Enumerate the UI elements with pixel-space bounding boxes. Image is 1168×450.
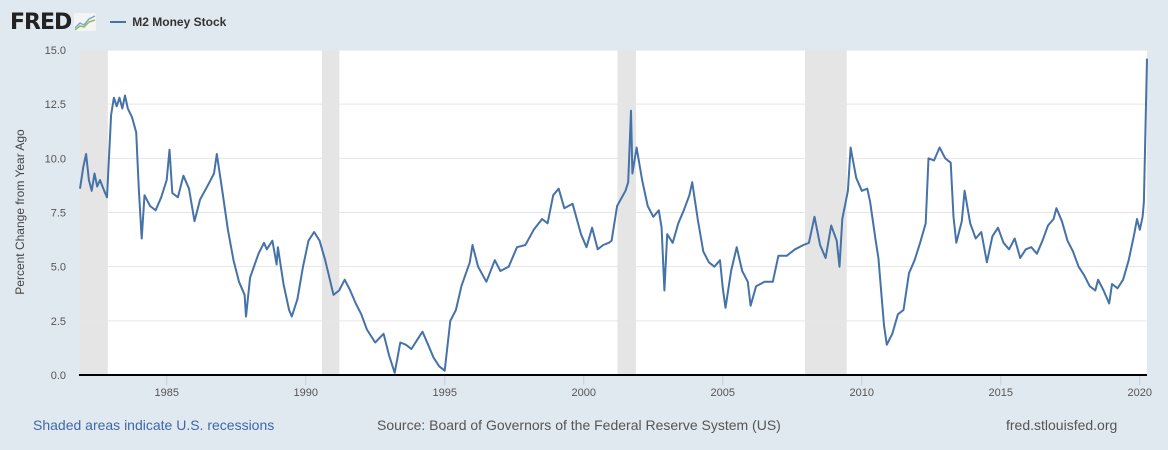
series-line [79,58,1148,374]
site-link[interactable]: fred.stlouisfed.org [1006,417,1118,433]
legend: M2 Money Stock [110,15,226,29]
y-tick-label: 12.5 [45,99,66,111]
fred-logo[interactable]: FRED [10,9,72,35]
y-tick-label: 5.0 [51,262,66,274]
y-axis-title: Percent Change from Year Ago [13,129,27,295]
legend-label: M2 Money Stock [132,15,227,29]
line-chart-icon [74,13,97,31]
x-tick-label: 1990 [294,387,318,399]
y-tick-label: 2.5 [51,316,66,328]
y-tick-label: 7.5 [51,208,66,220]
chart: Percent Change from Year Ago 0.0 2.5 5.0 7.… [13,45,1152,399]
y-tick-label: 0.0 [51,370,66,382]
x-tick-label: 2010 [850,387,874,399]
x-tick-label: 2020 [1128,387,1152,399]
x-tick-label: 2005 [711,387,735,399]
source-text: Source: Board of Governors of the Federa… [377,417,781,433]
x-tick-label: 2015 [989,387,1013,399]
x-tick-label: 1995 [433,387,457,399]
chart-svg: 0.0 2.5 5.0 7.5 10.0 12.5 15.0 1985 1990 1995 2000… [45,45,1152,399]
chart-header: FRED M2 Money Stock [10,8,226,36]
y-tick-label: 10.0 [45,153,66,165]
x-tick-label: 2000 [572,387,596,399]
recession-note-link[interactable]: Shaded areas indicate U.S. recessions [33,417,275,433]
x-tick-label: 1985 [154,387,178,399]
legend-swatch [110,21,127,23]
y-tick-label: 15.0 [45,45,66,57]
